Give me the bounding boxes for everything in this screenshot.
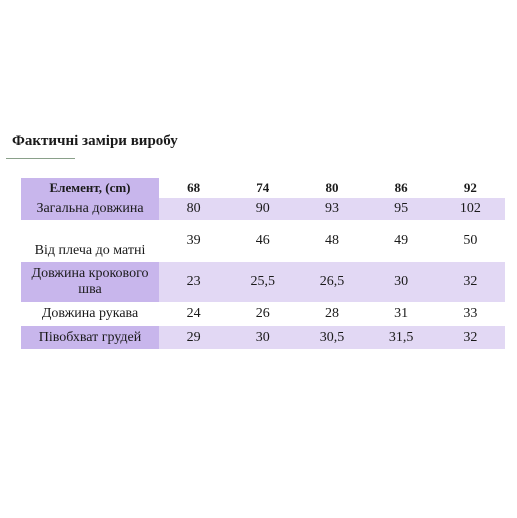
value-cell: 93 xyxy=(297,198,367,220)
table-row: Довжина крокового шва 23 25,5 26,5 30 32 xyxy=(21,262,505,302)
value-cell: 25,5 xyxy=(228,262,298,302)
value-cell: 30 xyxy=(366,262,436,302)
value-cell: 95 xyxy=(366,198,436,220)
value-cell: 90 xyxy=(228,198,298,220)
table-row: Загальна довжина 80 90 93 95 102 xyxy=(21,198,505,220)
heading-underline xyxy=(6,158,75,159)
size-chart-table: Елемент, (cm) 68 74 80 86 92 Загальна до… xyxy=(21,178,505,349)
row-label-cell: Від плеча до матні xyxy=(21,220,160,262)
size-header-cell: 80 xyxy=(297,178,367,198)
value-cell: 30 xyxy=(228,326,298,349)
value-cell: 33 xyxy=(435,302,505,326)
value-cell: 31 xyxy=(366,302,436,326)
size-header-cell: 92 xyxy=(435,178,505,198)
table-row: Довжина рукава 24 26 28 31 33 xyxy=(21,302,505,326)
value-cell: 26 xyxy=(228,302,298,326)
value-cell: 30,5 xyxy=(297,326,367,349)
value-cell: 39 xyxy=(159,220,229,262)
value-cell: 31,5 xyxy=(366,326,436,349)
value-cell: 46 xyxy=(228,220,298,262)
value-cell: 32 xyxy=(435,262,505,302)
page-heading: Фактичні заміри виробу xyxy=(12,133,178,149)
table-header-row: Елемент, (cm) 68 74 80 86 92 xyxy=(21,178,505,198)
value-cell: 26,5 xyxy=(297,262,367,302)
row-label-cell: Загальна довжина xyxy=(21,198,160,220)
value-cell: 50 xyxy=(435,220,505,262)
header-label-cell: Елемент, (cm) xyxy=(21,178,160,198)
size-header-cell: 74 xyxy=(228,178,298,198)
row-label-cell: Півобхват грудей xyxy=(21,326,160,349)
row-label-cell: Довжина рукава xyxy=(21,302,160,326)
value-cell: 80 xyxy=(159,198,229,220)
size-header-cell: 86 xyxy=(366,178,436,198)
value-cell: 24 xyxy=(159,302,229,326)
value-cell: 28 xyxy=(297,302,367,326)
value-cell: 49 xyxy=(366,220,436,262)
value-cell: 32 xyxy=(435,326,505,349)
size-header-cell: 68 xyxy=(159,178,229,198)
value-cell: 29 xyxy=(159,326,229,349)
value-cell: 23 xyxy=(159,262,229,302)
table-row: Від плеча до матні 39 46 48 49 50 xyxy=(21,220,505,262)
row-label-cell: Довжина крокового шва xyxy=(21,262,160,302)
value-cell: 48 xyxy=(297,220,367,262)
value-cell: 102 xyxy=(435,198,505,220)
table-row: Півобхват грудей 29 30 30,5 31,5 32 xyxy=(21,326,505,349)
